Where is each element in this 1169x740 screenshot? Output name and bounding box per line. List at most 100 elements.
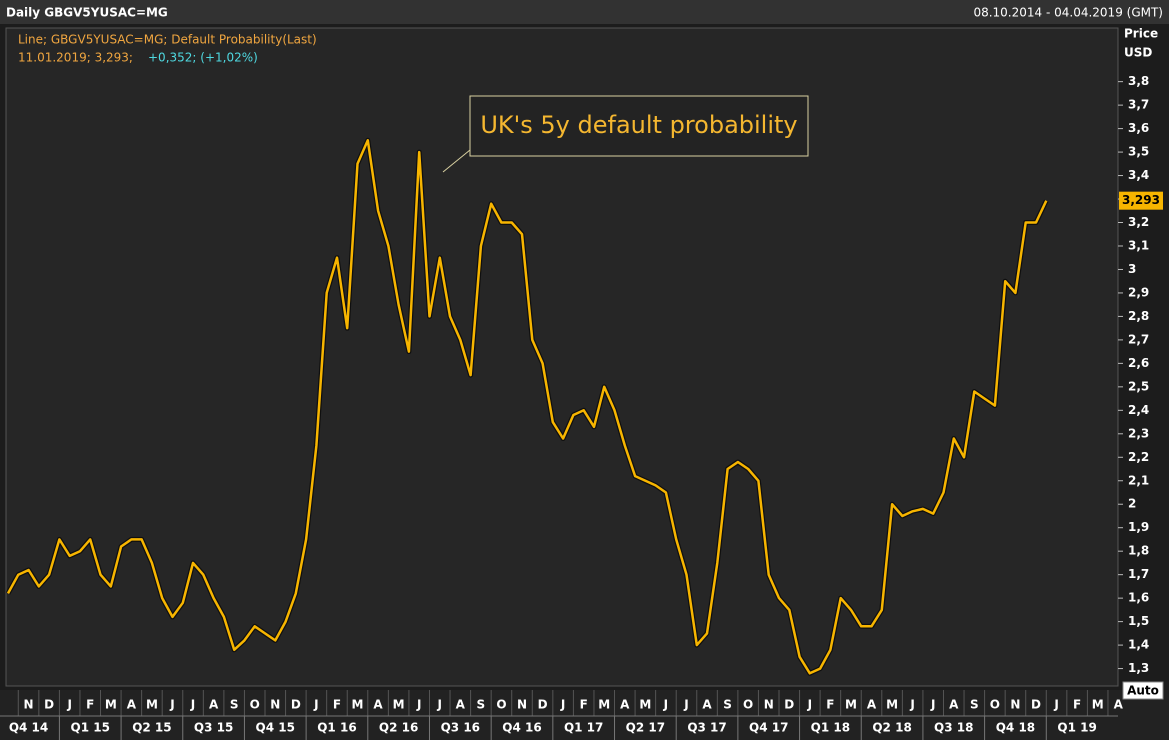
- x-tick-label: M: [886, 698, 898, 712]
- legend-change: +0,352; (+1,02%): [148, 51, 258, 65]
- y-tick-label: 2,1: [1128, 473, 1149, 487]
- quarter-label: Q1 17: [564, 721, 603, 735]
- quarter-label: Q1 19: [1057, 721, 1096, 735]
- y-tick-label: 2,8: [1128, 309, 1149, 323]
- x-tick-label: F: [333, 698, 341, 712]
- axis-title: Price: [1124, 27, 1158, 41]
- y-tick-label: 1,6: [1128, 591, 1149, 605]
- x-tick-label: A: [949, 698, 959, 712]
- quarter-label: Q4 17: [749, 721, 788, 735]
- x-tick-label: D: [538, 698, 548, 712]
- x-tick-label: F: [1073, 698, 1081, 712]
- y-tick-label: 1,4: [1128, 638, 1149, 652]
- x-tick-label: M: [1092, 698, 1104, 712]
- x-tick-label: M: [393, 698, 405, 712]
- quarter-label: Q4 14: [9, 721, 48, 735]
- x-tick-label: M: [639, 698, 651, 712]
- last-value-label: 3,293: [1122, 193, 1160, 207]
- x-tick-label: M: [105, 698, 117, 712]
- y-tick-label: 3,1: [1128, 238, 1149, 252]
- legend-line: Line; GBGV5YUSAC=MG; Default Probability…: [18, 33, 317, 47]
- quarter-label: Q4 18: [996, 721, 1035, 735]
- x-tick-label: O: [743, 698, 753, 712]
- x-tick-label: J: [930, 698, 935, 712]
- axis-unit: USD: [1124, 46, 1152, 60]
- x-tick-label: N: [270, 698, 280, 712]
- y-tick-label: 2,3: [1128, 426, 1149, 440]
- x-tick-label: F: [580, 698, 588, 712]
- chart-title: Daily GBGV5YUSAC=MG: [6, 6, 168, 20]
- x-tick-label: D: [291, 698, 301, 712]
- y-tick-label: 3,7: [1128, 98, 1149, 112]
- x-tick-label: J: [66, 698, 71, 712]
- y-tick-label: 2: [1128, 497, 1136, 511]
- y-tick-label: 3,8: [1128, 74, 1149, 88]
- x-tick-label: D: [44, 698, 54, 712]
- y-tick-label: 2,6: [1128, 356, 1149, 370]
- quarter-label: Q3 18: [934, 721, 973, 735]
- x-tick-label: J: [416, 698, 421, 712]
- y-tick-label: 1,9: [1128, 520, 1149, 534]
- annotation: UK's 5y default probability: [480, 111, 797, 139]
- x-tick-label: S: [970, 698, 979, 712]
- x-tick-label: A: [209, 698, 219, 712]
- y-tick-label: 3,6: [1128, 121, 1149, 135]
- quarter-label: Q1 15: [71, 721, 110, 735]
- x-tick-label: J: [437, 698, 442, 712]
- y-tick-label: 2,9: [1128, 285, 1149, 299]
- quarter-label: Q2 15: [132, 721, 171, 735]
- y-tick-label: 2,4: [1128, 403, 1149, 417]
- quarter-label: Q4 15: [256, 721, 295, 735]
- x-tick-label: A: [1114, 698, 1124, 712]
- x-tick-label: N: [24, 698, 34, 712]
- x-tick-label: J: [807, 698, 812, 712]
- series-line: [6, 139, 1048, 675]
- scale-button-label[interactable]: Auto: [1127, 684, 1159, 698]
- quarter-label: Q4 16: [502, 721, 541, 735]
- x-tick-label: F: [86, 698, 94, 712]
- y-tick-label: 1,7: [1128, 567, 1149, 581]
- y-tick-label: 3,5: [1128, 145, 1149, 159]
- y-tick-label: 1,5: [1128, 614, 1149, 628]
- x-tick-label: O: [990, 698, 1000, 712]
- quarter-label: Q1 16: [317, 721, 356, 735]
- x-tick-label: O: [250, 698, 260, 712]
- x-tick-label: M: [845, 698, 857, 712]
- y-tick-label: 2,2: [1128, 450, 1149, 464]
- y-tick-label: 3,2: [1128, 215, 1149, 229]
- x-tick-label: S: [723, 698, 732, 712]
- x-tick-label: N: [517, 698, 527, 712]
- x-tick-label: N: [1010, 698, 1020, 712]
- quarter-label: Q2 16: [379, 721, 418, 735]
- x-tick-label: M: [598, 698, 610, 712]
- x-tick-label: A: [456, 698, 466, 712]
- last-value-box: [1119, 191, 1163, 210]
- x-tick-label: J: [560, 698, 565, 712]
- y-tick-label: 2,7: [1128, 332, 1149, 346]
- y-tick-label: 2,5: [1128, 379, 1149, 393]
- x-axis-panel: [0, 690, 1169, 740]
- y-tick-label: 1,3: [1128, 661, 1149, 675]
- y-tick-label: 3: [1128, 262, 1136, 276]
- y-tick-label: 3,4: [1128, 168, 1149, 182]
- scale-button[interactable]: [1122, 681, 1164, 700]
- legend-last: 11.01.2019; 3,293;: [18, 51, 133, 65]
- x-tick-label: S: [230, 698, 239, 712]
- x-tick-label: J: [909, 698, 914, 712]
- quarter-label: Q3 15: [194, 721, 233, 735]
- x-tick-label: A: [620, 698, 630, 712]
- x-tick-label: J: [190, 698, 195, 712]
- quarter-label: Q2 18: [872, 721, 911, 735]
- x-tick-label: J: [663, 698, 668, 712]
- y-tick-label: 1,8: [1128, 544, 1149, 558]
- date-range: 08.10.2014 - 04.04.2019 (GMT): [973, 6, 1163, 20]
- x-tick-label: J: [313, 698, 318, 712]
- x-tick-label: A: [702, 698, 712, 712]
- x-tick-label: S: [477, 698, 486, 712]
- annotation-pointer: [442, 149, 471, 173]
- quarter-label: Q2 17: [626, 721, 665, 735]
- x-tick-label: D: [784, 698, 794, 712]
- header-bar: [0, 0, 1169, 24]
- x-tick-label: O: [496, 698, 506, 712]
